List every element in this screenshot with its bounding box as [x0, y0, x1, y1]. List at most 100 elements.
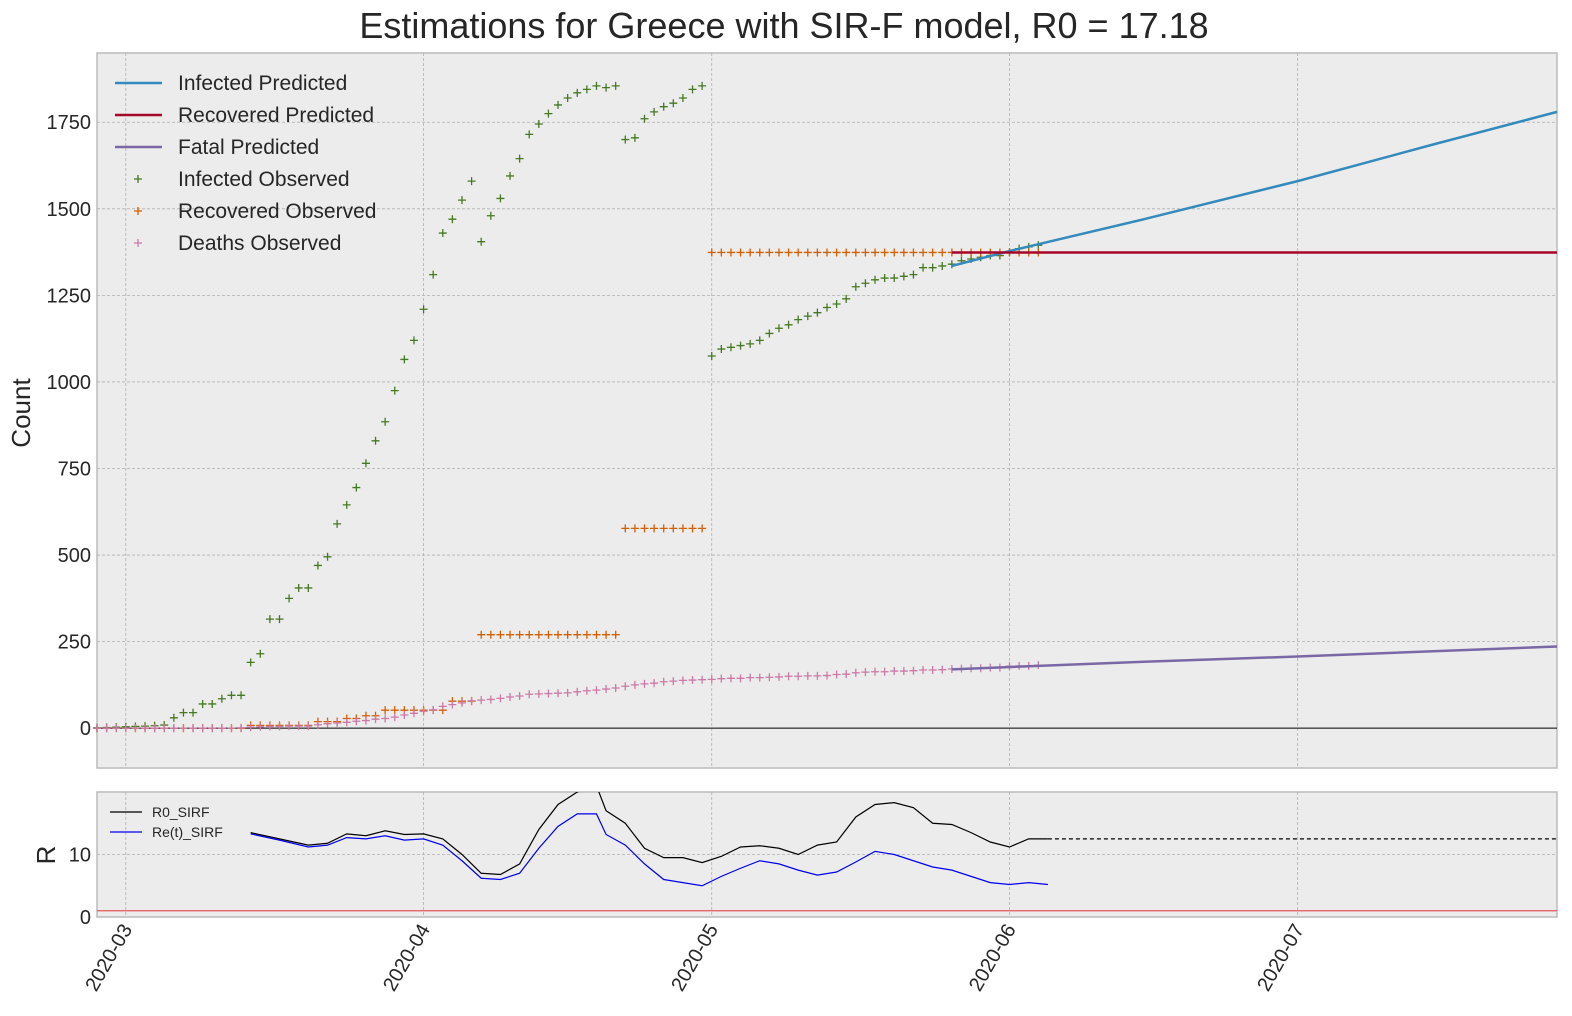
deaths-observed-point: [294, 722, 303, 731]
deaths-observed-point: [861, 668, 870, 677]
y-tick-label: 1500: [47, 199, 92, 221]
r-plot-panel: 2020-03 2020-04 2020-05 2020-06 2020-07 0 10 R0…: [69, 791, 1558, 996]
infected-observed-point: [198, 699, 207, 708]
deaths-observed-point: [621, 682, 630, 691]
infected-observed-point: [736, 341, 745, 350]
infected-observed-point: [515, 154, 524, 163]
recovered-observed-point: [832, 248, 841, 257]
legend-label: Recovered Observed: [178, 200, 376, 223]
x-tick-label: 2020-03: [81, 921, 137, 996]
deaths-observed-point: [544, 689, 553, 698]
infected-observed-point: [621, 135, 630, 144]
infected-observed-point: [409, 336, 418, 345]
x-tick-label: 2020-05: [667, 921, 723, 996]
y-tick-label: 0: [80, 907, 91, 929]
infected-observed-point: [208, 699, 217, 708]
infected-observed-point: [237, 691, 246, 700]
infected-observed-point: [506, 171, 515, 180]
deaths-observed-point: [409, 709, 418, 718]
deaths-observed-point: [592, 686, 601, 695]
infected-observed-point: [919, 263, 928, 272]
deaths-observed-point: [121, 724, 130, 733]
infected-observed-point: [851, 282, 860, 291]
deaths-observed-point: [726, 674, 735, 683]
deaths-observed-point: [573, 687, 582, 696]
infected-observed-point: [265, 615, 274, 624]
deaths-observed-point: [169, 724, 178, 733]
infected-observed-point: [899, 272, 908, 281]
infected-observed-point: [650, 107, 659, 116]
infected-observed-point: [774, 324, 783, 333]
deaths-observed-point: [611, 684, 620, 693]
infected-observed-point: [726, 343, 735, 352]
y-tick-label: 750: [58, 458, 91, 480]
infected-observed-point: [256, 649, 265, 658]
deaths-observed-point: [602, 685, 611, 694]
deaths-observed-point: [678, 676, 687, 685]
deaths-observed-point: [688, 676, 697, 685]
y-tick-label: 10: [69, 845, 91, 867]
infected-observed-point: [525, 130, 534, 139]
recovered-observed-point: [726, 248, 735, 257]
recovered-observed-point: [390, 706, 399, 715]
deaths-observed-point: [352, 717, 361, 726]
y-tick-label: 1750: [47, 112, 92, 134]
recovered-observed-point: [746, 248, 755, 257]
deaths-observed-point: [131, 724, 140, 733]
deaths-observed-point: [640, 679, 649, 688]
infected-observed-point: [640, 114, 649, 123]
legend-marker-swatch: [134, 175, 142, 183]
deaths-observed-point: [842, 670, 851, 679]
infected-observed-point: [477, 237, 486, 246]
deaths-observed-point: [477, 696, 486, 705]
recovered-observed-point: [851, 248, 860, 257]
y-tick-label: 1250: [47, 285, 92, 307]
infected-observed-point: [698, 81, 707, 90]
recovered-observed-point: [823, 248, 831, 257]
deaths-observed-point: [813, 671, 822, 680]
infected-observed-point: [246, 658, 255, 667]
deaths-observed-point: [563, 688, 572, 697]
recovered-observed-point: [765, 248, 774, 257]
recovered-observed-point: [381, 706, 390, 715]
infected-observed-point: [352, 483, 361, 492]
deaths-observed-point: [515, 691, 524, 700]
fatal-predicted-line: [951, 645, 1558, 671]
deaths-observed-point: [448, 700, 457, 709]
recovered-observed-point: [919, 248, 928, 257]
r-series-group: [250, 792, 1557, 887]
deaths-observed-point: [784, 672, 793, 681]
deaths-observed-point: [736, 674, 745, 683]
recovered-observed-point: [938, 248, 947, 257]
infected-observed-point: [419, 305, 428, 314]
deaths-observed-point: [275, 722, 284, 731]
main-legend: Infected Predicted Recovered Predicted Fat…: [115, 72, 376, 255]
infected-observed-point: [333, 519, 342, 528]
recovered-observed-point: [736, 248, 745, 257]
recovered-observed-point: [688, 524, 697, 533]
recovered-observed-point: [640, 524, 649, 533]
deaths-observed-point: [237, 723, 246, 732]
deaths-observed-point: [582, 686, 591, 695]
infected-observed-point: [179, 708, 188, 717]
infected-observed-point: [534, 119, 543, 128]
infected-observed-point: [313, 561, 322, 570]
infected-observed-point: [755, 336, 764, 345]
deaths-observed-point: [285, 722, 294, 731]
recovered-observed-point: [534, 630, 543, 639]
infected-observed-point: [602, 83, 611, 92]
deaths-observed-point: [467, 696, 476, 705]
recovered-observed-point: [602, 630, 611, 639]
infected-observed-point: [467, 177, 476, 186]
deaths-observed-point: [871, 667, 880, 676]
infected-observed-point: [861, 279, 870, 288]
infected-observed-point: [928, 263, 937, 272]
infected-observed-point: [890, 274, 899, 283]
deaths-observed-point: [217, 724, 226, 733]
deaths-observed-point: [774, 672, 783, 681]
deaths-observed-point: [256, 722, 265, 731]
infected-observed-point: [678, 94, 687, 103]
x-tick-label: 2020-07: [1253, 921, 1309, 996]
recovered-observed-point: [755, 248, 764, 257]
infected-observed-point: [448, 215, 457, 224]
